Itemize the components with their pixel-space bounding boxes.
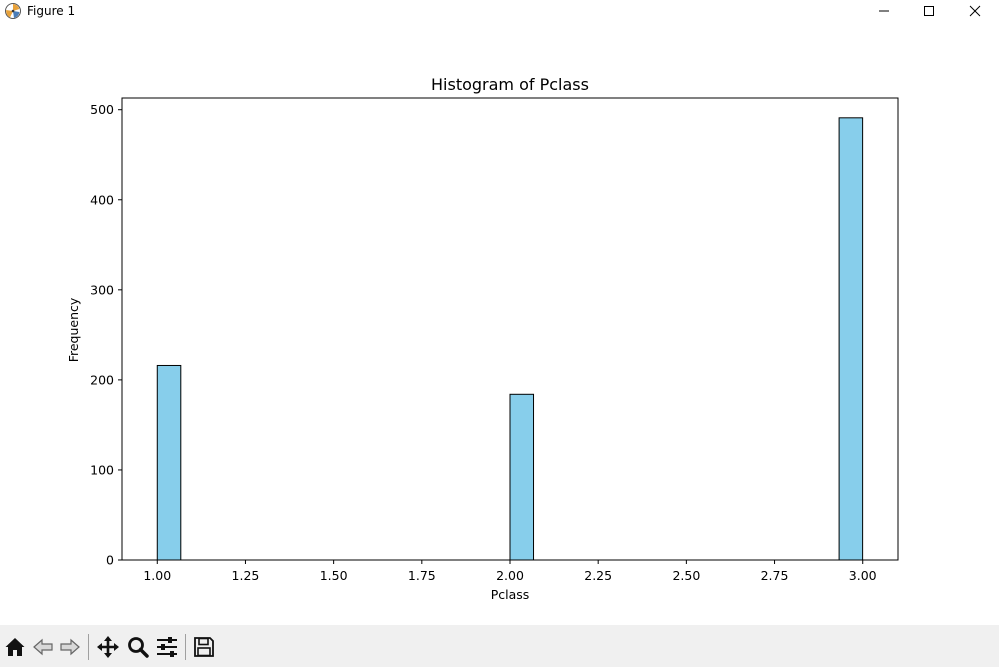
zoom-button[interactable]	[126, 635, 150, 659]
x-tick-label: 2.00	[496, 568, 524, 583]
pan-icon	[97, 636, 119, 658]
window-title: Figure 1	[27, 4, 76, 18]
y-tick-label: 300	[90, 282, 114, 297]
configure-subplots-icon	[157, 637, 177, 657]
x-tick-label: 2.50	[672, 568, 700, 583]
forward-icon	[60, 638, 80, 656]
maximize-icon	[924, 6, 934, 16]
histogram-chart: Histogram of Pclass 1.00 1.25 1.50 1.75 2.00…	[66, 75, 899, 602]
x-tick-label: 1.00	[143, 568, 171, 583]
maximize-button[interactable]	[906, 0, 952, 22]
x-tick-label: 1.25	[232, 568, 260, 583]
y-tick-label: 0	[106, 553, 114, 568]
app-icon	[4, 2, 22, 20]
close-icon	[969, 5, 981, 17]
configure-subplots-button[interactable]	[155, 635, 179, 659]
home-button[interactable]	[3, 635, 27, 659]
chart-title: Histogram of Pclass	[431, 75, 589, 94]
minimize-button[interactable]	[861, 0, 907, 22]
y-tick-label: 500	[90, 102, 114, 117]
histogram-bar	[156, 364, 182, 561]
minimize-icon	[879, 10, 889, 12]
forward-button[interactable]	[58, 635, 82, 659]
x-tick-label: 3.00	[849, 568, 877, 583]
save-icon	[194, 637, 214, 657]
window-titlebar: Figure 1	[0, 0, 999, 26]
back-icon	[33, 638, 53, 656]
x-tick-label: 1.75	[408, 568, 436, 583]
pan-button[interactable]	[96, 635, 120, 659]
x-tick-label: 1.50	[320, 568, 348, 583]
save-button[interactable]	[192, 635, 216, 659]
home-icon	[5, 638, 25, 656]
histogram-bar	[509, 393, 535, 561]
y-tick-label: 400	[90, 192, 114, 207]
x-tick-label: 2.75	[761, 568, 789, 583]
toolbar-separator	[88, 634, 89, 660]
navigation-toolbar	[0, 625, 999, 667]
histogram-bar	[838, 117, 864, 561]
figure-canvas[interactable]: Histogram of Pclass 1.00 1.25 1.50 1.75 2.00…	[0, 26, 999, 625]
y-axis-label: Frequency	[66, 297, 81, 362]
toolbar-separator	[185, 634, 186, 660]
x-axis-label: Pclass	[491, 587, 530, 602]
back-button[interactable]	[31, 635, 55, 659]
y-tick-label: 200	[90, 372, 114, 387]
x-tick-label: 2.25	[584, 568, 612, 583]
zoom-icon	[128, 637, 149, 658]
close-button[interactable]	[952, 0, 998, 22]
y-tick-label: 100	[90, 462, 114, 477]
